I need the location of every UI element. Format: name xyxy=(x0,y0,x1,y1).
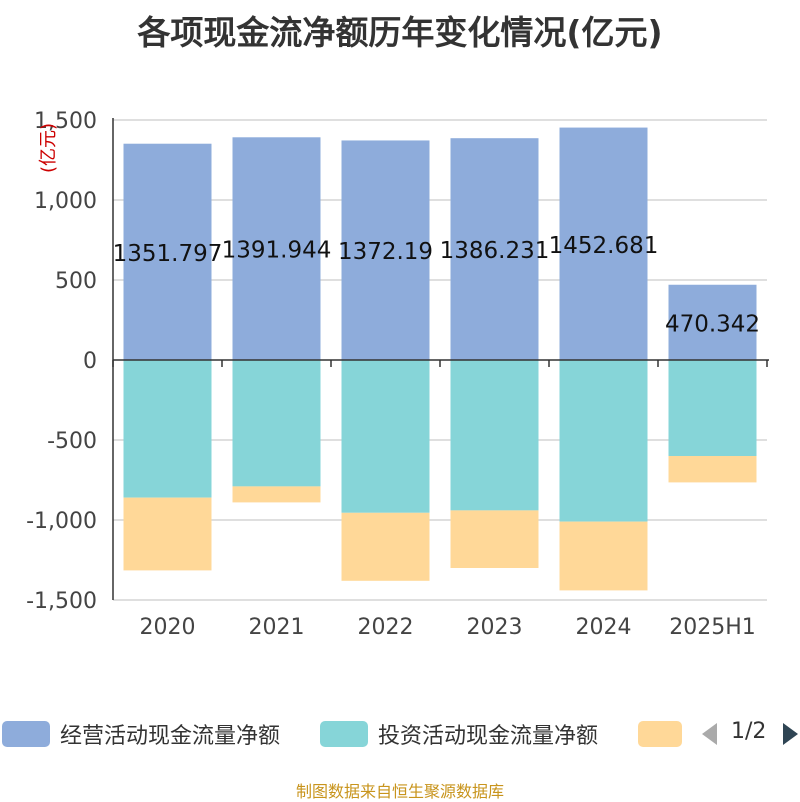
bar-3-2022 xyxy=(341,512,430,581)
y-tick-label: -500 xyxy=(47,429,97,454)
legend-next-icon[interactable] xyxy=(783,723,798,745)
legend-swatch-operating xyxy=(2,721,50,747)
x-tick-label: 2020 xyxy=(140,615,196,640)
data-label: 470.342 xyxy=(665,311,760,337)
bar-1-2022 xyxy=(341,140,430,360)
bar-1-2025H1 xyxy=(668,284,757,360)
legend-swatch-investing xyxy=(320,721,368,747)
legend-swatch-financing xyxy=(638,721,682,747)
y-tick-label: -1,000 xyxy=(26,509,97,534)
bar-1-2021 xyxy=(232,137,321,360)
source-note: 制图数据来自恒生聚源数据库 xyxy=(295,782,504,801)
data-label: 1452.681 xyxy=(549,233,659,259)
legend-item-financing[interactable] xyxy=(638,716,688,752)
chart-title: 各项现金流净额历年变化情况(亿元) xyxy=(137,13,663,52)
bar-2-2020 xyxy=(123,360,212,498)
y-tick-label: 1,500 xyxy=(34,109,97,134)
y-tick-label: -1,500 xyxy=(26,589,97,614)
legend-label-operating: 经营活动现金流量净额 xyxy=(60,724,281,749)
bar-2-2021 xyxy=(232,360,321,487)
bar-2-2023 xyxy=(450,360,539,511)
x-tick-label: 2021 xyxy=(249,615,305,640)
bars xyxy=(123,127,757,591)
bar-3-2020 xyxy=(123,497,212,571)
bar-2-2025H1 xyxy=(668,360,757,456)
x-tick-label: 2024 xyxy=(576,615,632,640)
x-tick-label: 2022 xyxy=(358,615,414,640)
bar-2-2024 xyxy=(559,360,648,522)
data-label: 1386.231 xyxy=(440,238,550,264)
legend: 经营活动现金流量净额 投资活动现金流量净额 1/2 xyxy=(0,716,800,752)
legend-prev-icon[interactable] xyxy=(702,723,717,745)
x-tick-label: 2023 xyxy=(467,615,523,640)
x-tick-label: 2025H1 xyxy=(669,615,756,640)
bar-1-2023 xyxy=(450,138,539,360)
y-tick-label: 500 xyxy=(55,269,97,294)
grid-lines xyxy=(113,119,767,601)
data-labels: 1351.797 1391.944 1372.19 1386.231 1452.681 4… xyxy=(113,233,760,338)
data-label: 1351.797 xyxy=(113,241,223,267)
legend-label-investing: 投资活动现金流量净额 xyxy=(378,724,599,749)
legend-item-investing[interactable]: 投资活动现金流量净额 xyxy=(320,716,620,752)
bar-3-2024 xyxy=(559,521,648,591)
legend-page-indicator: 1/2 xyxy=(731,719,767,744)
bar-1-2020 xyxy=(123,143,212,360)
bar-2-2022 xyxy=(341,360,430,513)
axes: 1,500 1,000 500 0 -500 -1,000 -1,500 (亿元) 2020 20… xyxy=(26,109,769,640)
legend-item-operating[interactable]: 经营活动现金流量净额 xyxy=(2,716,302,752)
data-label: 1391.944 xyxy=(222,238,332,264)
y-tick-label: 0 xyxy=(83,349,97,374)
bar-3-2023 xyxy=(450,510,539,568)
y-axis-label: (亿元) xyxy=(38,123,59,173)
data-label: 1372.19 xyxy=(338,239,433,265)
bar-3-2021 xyxy=(232,486,321,503)
y-tick-label: 1,000 xyxy=(34,189,97,214)
bar-3-2025H1 xyxy=(668,456,757,483)
bar-1-2024 xyxy=(559,127,648,360)
